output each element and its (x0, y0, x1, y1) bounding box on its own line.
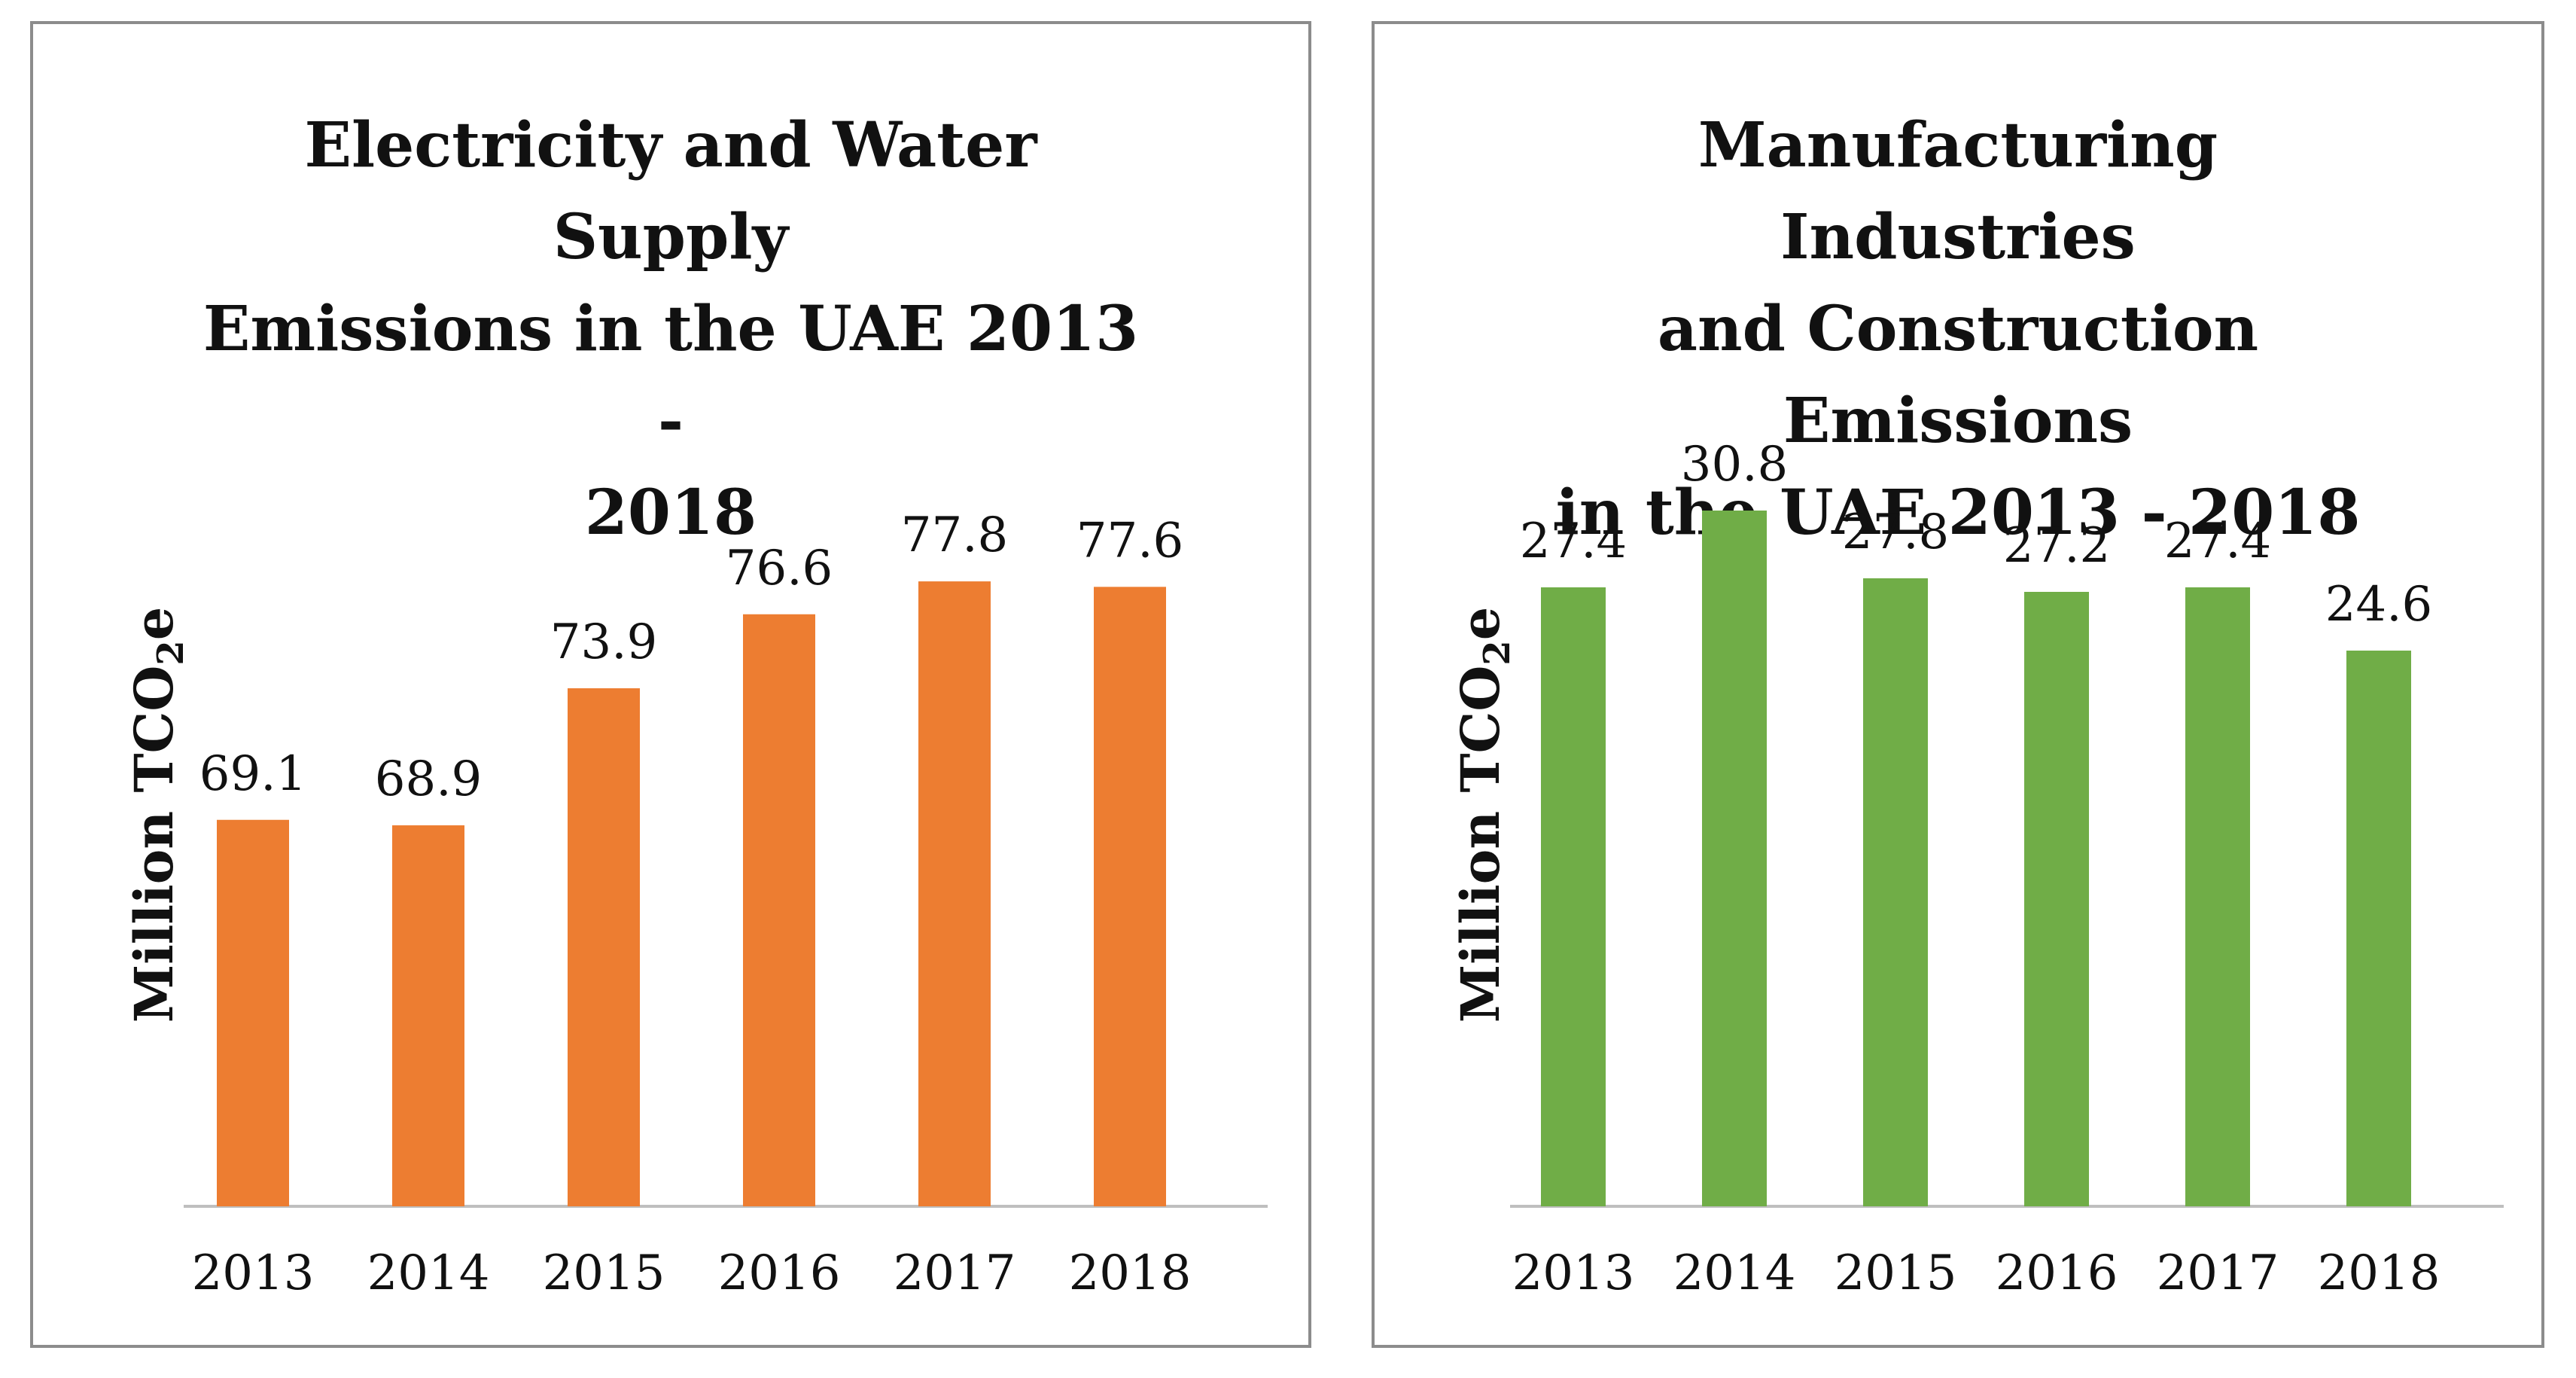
data-label: 27.4 (1520, 514, 1628, 569)
data-label: 73.9 (550, 614, 658, 670)
bar (743, 614, 815, 1206)
chart-title-line: Electricity and Water Supply (304, 109, 1037, 273)
chart-title-line: Manufacturing Industries (1698, 109, 2218, 273)
bar (1541, 587, 1606, 1206)
data-label: 76.6 (726, 541, 833, 596)
data-label: 77.6 (1076, 513, 1184, 569)
bar (2346, 651, 2411, 1206)
data-label: 30.8 (1681, 437, 1789, 492)
x-tick-label: 2015 (543, 1245, 665, 1301)
x-tick-label: 2017 (894, 1245, 1016, 1301)
bar (2185, 587, 2250, 1206)
data-label: 77.8 (901, 508, 1009, 563)
data-label: 68.9 (375, 751, 483, 807)
data-label: 27.4 (2164, 514, 2272, 569)
chart-title-line: Emissions in the UAE 2013 - (202, 293, 1139, 457)
chart-title-line: 2018 (584, 477, 757, 549)
data-label: 69.1 (199, 746, 307, 802)
bar (568, 688, 640, 1206)
bar (217, 819, 289, 1206)
bar (2024, 592, 2089, 1206)
chart-title-line: and Construction Emissions (1657, 293, 2259, 457)
chart-panel-manufacturing: Manufacturing Industries and Constructio… (1372, 21, 2544, 1348)
x-tick-label: 2016 (1996, 1245, 2118, 1301)
bar (918, 581, 991, 1206)
chart-panel-electricity: Electricity and Water Supply Emissions i… (30, 21, 1311, 1348)
x-tick-label: 2016 (718, 1245, 841, 1301)
data-label: 27.8 (1842, 505, 1950, 560)
bar (1863, 578, 1928, 1206)
data-label: 27.2 (2003, 518, 2111, 574)
chart-title: Electricity and Water Supply Emissions i… (33, 99, 1308, 559)
chart-title-line: in the UAE 2013 - 2018 (1555, 477, 2361, 549)
x-tick-label: 2014 (367, 1245, 490, 1301)
x-tick-label: 2017 (2157, 1245, 2279, 1301)
chart-title: Manufacturing Industries and Constructio… (1375, 99, 2541, 559)
bar (1702, 511, 1767, 1206)
x-tick-label: 2014 (1673, 1245, 1796, 1301)
x-tick-label: 2018 (2318, 1245, 2441, 1301)
x-tick-label: 2015 (1835, 1245, 1957, 1301)
data-label: 24.6 (2325, 577, 2433, 633)
y-axis-label: Million TCO2e (123, 607, 192, 1023)
x-tick-label: 2018 (1069, 1245, 1192, 1301)
bar-chart-manufacturing: Million TCO2e27.4201330.8201427.8201527.… (1449, 437, 2504, 1301)
bar (1094, 587, 1166, 1206)
x-tick-label: 2013 (192, 1245, 315, 1301)
bar (392, 825, 464, 1206)
x-tick-label: 2013 (1512, 1245, 1635, 1301)
y-axis-label: Million TCO2e (1449, 607, 1518, 1023)
